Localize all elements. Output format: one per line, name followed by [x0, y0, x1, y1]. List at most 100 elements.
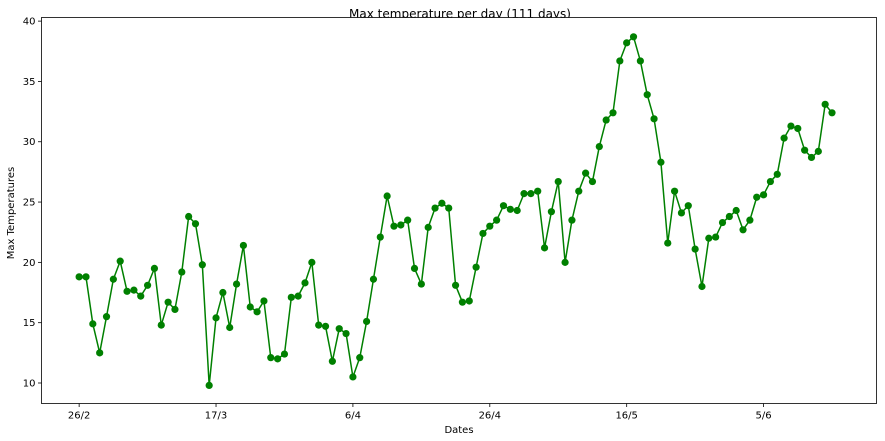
data-point [513, 206, 521, 215]
data-point [349, 373, 357, 381]
data-point [75, 273, 83, 281]
data-point [280, 350, 289, 358]
series-layer [75, 33, 836, 390]
data-point [677, 209, 686, 217]
data-point [479, 229, 487, 238]
data-point [191, 220, 200, 228]
data-point [143, 281, 152, 289]
data-point [773, 170, 781, 178]
data-point [527, 190, 535, 198]
y-tick-label: 35 [23, 77, 36, 88]
data-point [814, 147, 822, 155]
data-point [397, 221, 405, 229]
data-point [130, 286, 138, 294]
data-point [636, 57, 644, 65]
data-point [390, 222, 398, 230]
data-point [664, 239, 672, 247]
data-point [321, 322, 330, 330]
data-point [301, 279, 309, 287]
data-point [315, 321, 323, 329]
data-point [137, 292, 145, 300]
data-point [493, 216, 501, 224]
x-tick-label: 26/4 [479, 411, 501, 422]
data-point [185, 212, 193, 221]
data-point [739, 226, 747, 234]
y-tick-label: 25 [23, 198, 36, 209]
data-point [657, 158, 665, 166]
data-point [650, 115, 658, 123]
data-point [96, 349, 104, 357]
data-point [109, 275, 117, 283]
data-point [438, 199, 446, 207]
data-point [807, 153, 816, 162]
data-point [472, 263, 480, 271]
data-point [178, 268, 186, 276]
data-point [499, 202, 508, 210]
y-tick-label: 10 [23, 378, 36, 389]
x-tick-label: 17/3 [205, 411, 227, 422]
x-axis-ticks: 26/2 17/3 6/4 26/4 16/5 5/6 [68, 403, 772, 422]
data-point [534, 187, 542, 195]
data-point [794, 124, 802, 133]
data-point [424, 223, 432, 231]
data-point [506, 205, 514, 213]
data-point [787, 122, 795, 130]
data-point [328, 357, 336, 365]
data-point [356, 354, 364, 362]
data-point [732, 206, 740, 215]
data-point [417, 280, 425, 288]
data-point [157, 321, 165, 329]
data-point [540, 244, 549, 252]
data-point [445, 204, 453, 212]
data-point [239, 241, 248, 250]
data-point [712, 233, 720, 241]
data-point [205, 381, 213, 390]
data-point [383, 192, 391, 200]
data-point [595, 142, 603, 151]
data-point [219, 288, 227, 297]
y-tick-label: 15 [23, 318, 36, 329]
data-point [588, 177, 597, 186]
data-point [725, 212, 733, 221]
data-point [801, 146, 809, 154]
x-axis-label: Dates [444, 425, 473, 436]
data-point [609, 109, 617, 117]
data-point [486, 222, 494, 230]
data-point [643, 91, 651, 99]
x-tick-label: 26/2 [68, 411, 90, 422]
data-point [766, 177, 775, 186]
data-point [410, 264, 419, 272]
data-point [547, 208, 556, 216]
data-point [431, 204, 439, 212]
data-point [458, 298, 467, 306]
x-tick-label: 5/6 [756, 411, 772, 422]
data-point [691, 245, 699, 253]
data-point [260, 297, 268, 305]
data-point [376, 233, 384, 241]
data-point [274, 355, 282, 363]
data-point [164, 298, 172, 306]
data-point [123, 287, 131, 295]
data-point [465, 297, 473, 305]
data-point [342, 329, 350, 338]
data-point [404, 216, 412, 224]
data-point [753, 193, 761, 201]
data-point [171, 305, 179, 314]
data-point [568, 216, 576, 224]
data-point [602, 116, 610, 124]
data-point [267, 354, 275, 362]
y-axis-label: Max Temperatures [6, 167, 17, 259]
data-point [575, 187, 583, 195]
y-tick-label: 40 [23, 17, 36, 28]
data-point [828, 109, 836, 117]
data-point [102, 313, 111, 321]
data-point [246, 303, 254, 311]
data-point [520, 190, 528, 198]
data-point [253, 308, 261, 316]
data-point [554, 177, 562, 186]
data-point [629, 33, 638, 41]
data-point [116, 257, 124, 265]
data-point [561, 258, 569, 266]
data-point [308, 258, 316, 266]
